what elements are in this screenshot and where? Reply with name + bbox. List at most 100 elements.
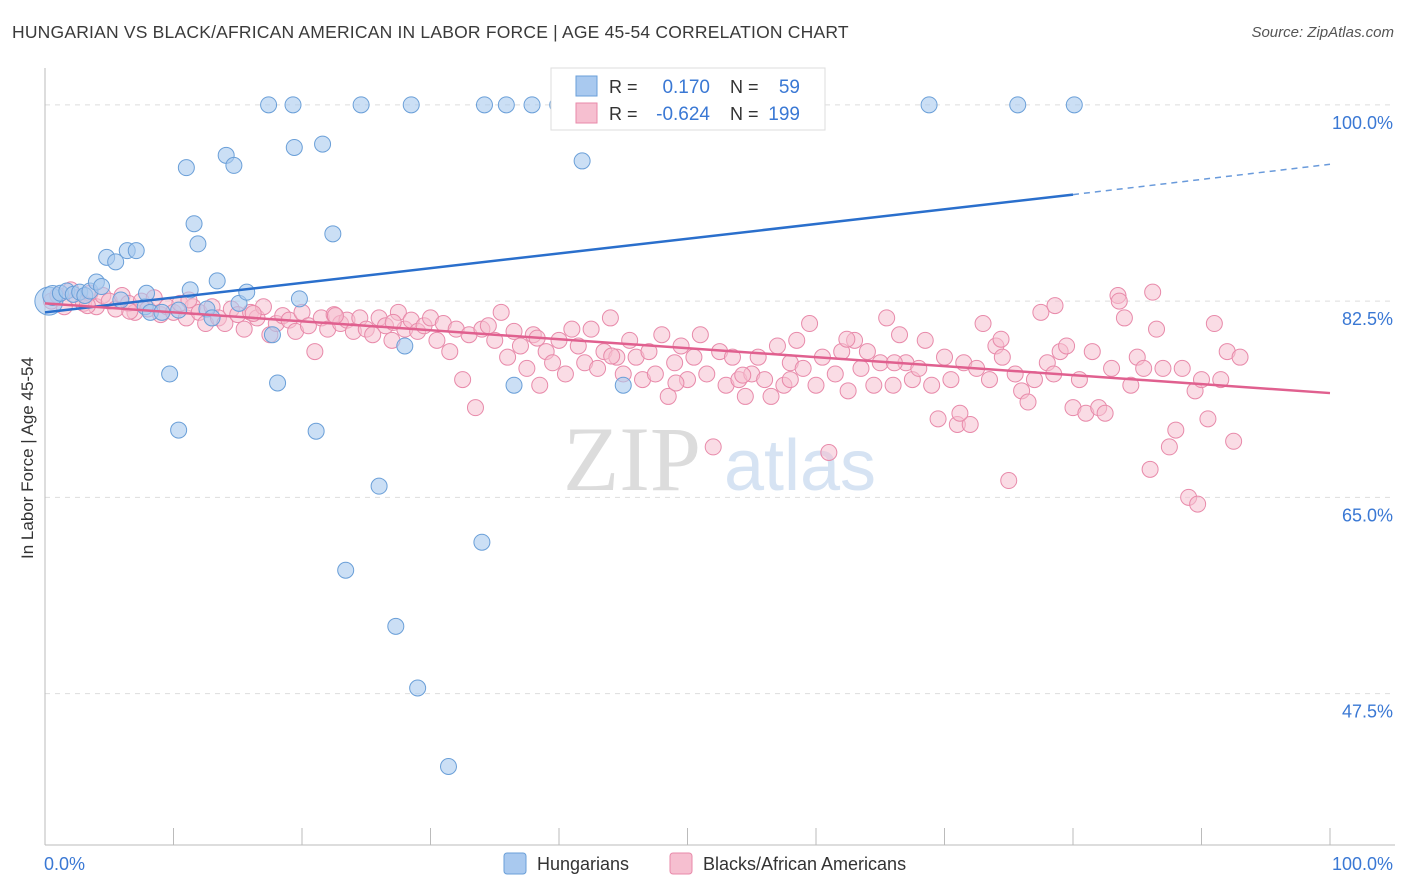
point-blacks-119 xyxy=(807,376,825,394)
x-tick-label-0: 0.0% xyxy=(44,854,85,874)
point-hungarians-24 xyxy=(185,215,203,233)
point-blacks-78 xyxy=(544,354,562,372)
point-blacks-182 xyxy=(1212,371,1230,389)
y-tick-label-0: 100.0% xyxy=(1332,113,1393,133)
point-hungarians-11 xyxy=(107,253,125,271)
x-tick-label-1: 100.0% xyxy=(1332,854,1393,874)
point-hungarians-47 xyxy=(402,96,420,114)
point-blacks-117 xyxy=(794,359,812,377)
point-blacks-97 xyxy=(666,354,684,372)
point-blacks-158 xyxy=(1058,337,1076,355)
point-blacks-62 xyxy=(441,343,459,361)
point-hungarians-46 xyxy=(396,337,414,355)
point-hungarians-25 xyxy=(189,235,207,253)
point-blacks-41 xyxy=(306,343,324,361)
point-blacks-74 xyxy=(518,359,536,377)
source-credit: Source: ZipAtlas.com xyxy=(1251,24,1394,41)
point-hungarians-42 xyxy=(337,561,355,579)
x-tick-labels: 0.0% 100.0% xyxy=(44,854,1393,874)
legend-hungarians-label: Hungarians xyxy=(537,854,629,874)
legend-n-value-1: 59 xyxy=(779,77,800,98)
point-hungarians-49 xyxy=(409,679,427,697)
point-blacks-118 xyxy=(801,315,819,333)
point-hungarians-34 xyxy=(263,326,281,344)
point-hungarians-9 xyxy=(93,278,111,296)
point-blacks-127 xyxy=(858,343,876,361)
point-blacks-204 xyxy=(1189,495,1207,513)
point-blacks-128 xyxy=(865,376,883,394)
point-blacks-112 xyxy=(762,387,780,405)
point-blacks-174 xyxy=(1160,438,1178,456)
legend-r-value-2: -0.624 xyxy=(656,104,710,125)
point-hungarians-19 xyxy=(161,365,179,383)
point-blacks-143 xyxy=(961,415,979,433)
series-hungarians-points xyxy=(34,96,1083,775)
point-blacks-80 xyxy=(556,365,574,383)
point-blacks-96 xyxy=(659,387,677,405)
watermark-zip: ZIP xyxy=(563,408,701,510)
point-hungarians-20 xyxy=(170,421,188,439)
point-blacks-71 xyxy=(499,348,517,366)
point-blacks-194 xyxy=(603,347,621,365)
point-blacks-154 xyxy=(1032,303,1050,321)
legend-r-value-1: 0.170 xyxy=(662,77,710,98)
point-blacks-87 xyxy=(601,309,619,327)
watermark: ZIP atlas xyxy=(563,408,876,510)
point-blacks-101 xyxy=(691,326,709,344)
point-blacks-149 xyxy=(1000,472,1018,490)
point-blacks-124 xyxy=(839,382,857,400)
point-blacks-137 xyxy=(923,376,941,394)
legend-swatch-blue xyxy=(575,75,598,97)
point-blacks-138 xyxy=(929,410,947,428)
point-blacks-186 xyxy=(781,371,799,389)
point-hungarians-38 xyxy=(290,290,308,308)
y-tick-labels: 100.0% 82.5% 65.0% 47.5% xyxy=(1332,113,1393,722)
point-hungarians-27 xyxy=(203,309,221,327)
point-hungarians-14 xyxy=(127,242,145,260)
point-hungarians-61 xyxy=(1009,96,1027,114)
point-blacks-73 xyxy=(511,337,529,355)
legend-blacks-label: Blacks/African Americans xyxy=(703,854,906,874)
point-hungarians-32 xyxy=(238,283,256,301)
point-blacks-199 xyxy=(951,404,969,422)
watermark-atlas: atlas xyxy=(724,426,876,506)
point-blacks-184 xyxy=(1225,432,1243,450)
point-blacks-64 xyxy=(454,371,472,389)
point-blacks-93 xyxy=(640,343,658,361)
point-hungarians-35 xyxy=(269,374,287,392)
point-blacks-140 xyxy=(942,371,960,389)
point-blacks-111 xyxy=(756,371,774,389)
point-blacks-168 xyxy=(1122,376,1140,394)
point-hungarians-52 xyxy=(497,96,515,114)
point-blacks-173 xyxy=(1154,359,1172,377)
point-blacks-148 xyxy=(993,348,1011,366)
point-hungarians-12 xyxy=(112,291,130,309)
point-blacks-170 xyxy=(1135,359,1153,377)
point-blacks-176 xyxy=(1173,359,1191,377)
point-hungarians-23 xyxy=(181,281,199,299)
point-blacks-165 xyxy=(1103,359,1121,377)
point-blacks-139 xyxy=(936,348,953,366)
point-hungarians-21 xyxy=(170,301,188,319)
point-blacks-98 xyxy=(672,337,690,355)
grid-lines xyxy=(45,104,1395,695)
point-blacks-100 xyxy=(685,348,703,366)
point-blacks-197 xyxy=(838,330,856,348)
point-hungarians-58 xyxy=(614,376,632,394)
point-blacks-172 xyxy=(1148,320,1166,338)
legend-n-label-2: N = xyxy=(730,104,759,124)
point-hungarians-53 xyxy=(505,376,523,394)
point-hungarians-43 xyxy=(370,477,388,495)
point-hungarians-22 xyxy=(177,159,195,177)
point-blacks-181 xyxy=(1205,315,1223,333)
trend-hungarians-extension xyxy=(1072,163,1331,196)
point-hungarians-37 xyxy=(285,138,303,156)
point-blacks-185 xyxy=(1231,348,1249,366)
point-blacks-113 xyxy=(768,337,786,355)
point-blacks-203 xyxy=(1144,283,1162,301)
point-hungarians-48 xyxy=(475,96,493,114)
point-blacks-60 xyxy=(428,331,446,349)
point-blacks-145 xyxy=(974,315,992,333)
legend-n-value-2: 199 xyxy=(768,104,800,125)
